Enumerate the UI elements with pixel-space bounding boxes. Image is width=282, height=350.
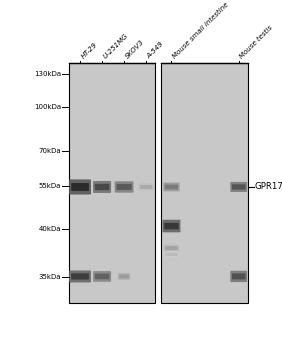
- FancyBboxPatch shape: [69, 271, 91, 282]
- FancyBboxPatch shape: [230, 182, 247, 192]
- FancyBboxPatch shape: [230, 271, 247, 282]
- Text: 100kDa: 100kDa: [34, 104, 61, 110]
- Text: A-549: A-549: [146, 41, 165, 60]
- FancyBboxPatch shape: [119, 274, 129, 278]
- Text: Mouse testis: Mouse testis: [239, 24, 274, 60]
- FancyBboxPatch shape: [232, 184, 245, 190]
- FancyBboxPatch shape: [95, 274, 109, 279]
- FancyBboxPatch shape: [116, 184, 132, 190]
- Bar: [161, 63, 248, 302]
- Text: GPR173: GPR173: [255, 182, 282, 191]
- FancyBboxPatch shape: [165, 253, 178, 256]
- FancyBboxPatch shape: [118, 273, 130, 280]
- Text: 70kDa: 70kDa: [38, 148, 61, 154]
- FancyBboxPatch shape: [164, 251, 179, 257]
- FancyBboxPatch shape: [232, 273, 245, 279]
- FancyBboxPatch shape: [69, 180, 91, 195]
- Text: HT-29: HT-29: [80, 41, 98, 60]
- FancyBboxPatch shape: [93, 271, 111, 282]
- FancyBboxPatch shape: [71, 273, 89, 280]
- FancyBboxPatch shape: [95, 184, 109, 190]
- FancyBboxPatch shape: [140, 185, 152, 189]
- FancyBboxPatch shape: [163, 183, 180, 191]
- FancyBboxPatch shape: [138, 183, 154, 191]
- Text: 35kDa: 35kDa: [39, 274, 61, 280]
- FancyBboxPatch shape: [165, 184, 178, 189]
- Text: SKOV3: SKOV3: [124, 38, 145, 60]
- FancyBboxPatch shape: [164, 245, 179, 252]
- FancyBboxPatch shape: [165, 246, 178, 250]
- FancyBboxPatch shape: [162, 220, 180, 232]
- Text: 40kDa: 40kDa: [39, 225, 61, 232]
- Bar: [69, 63, 155, 302]
- Text: 55kDa: 55kDa: [39, 183, 61, 189]
- FancyBboxPatch shape: [164, 223, 179, 229]
- Text: 130kDa: 130kDa: [34, 71, 61, 77]
- FancyBboxPatch shape: [115, 181, 133, 193]
- Text: U-251MG: U-251MG: [102, 32, 129, 60]
- FancyBboxPatch shape: [93, 181, 111, 193]
- FancyBboxPatch shape: [71, 183, 89, 191]
- Text: Mouse small intestine: Mouse small intestine: [171, 1, 230, 60]
